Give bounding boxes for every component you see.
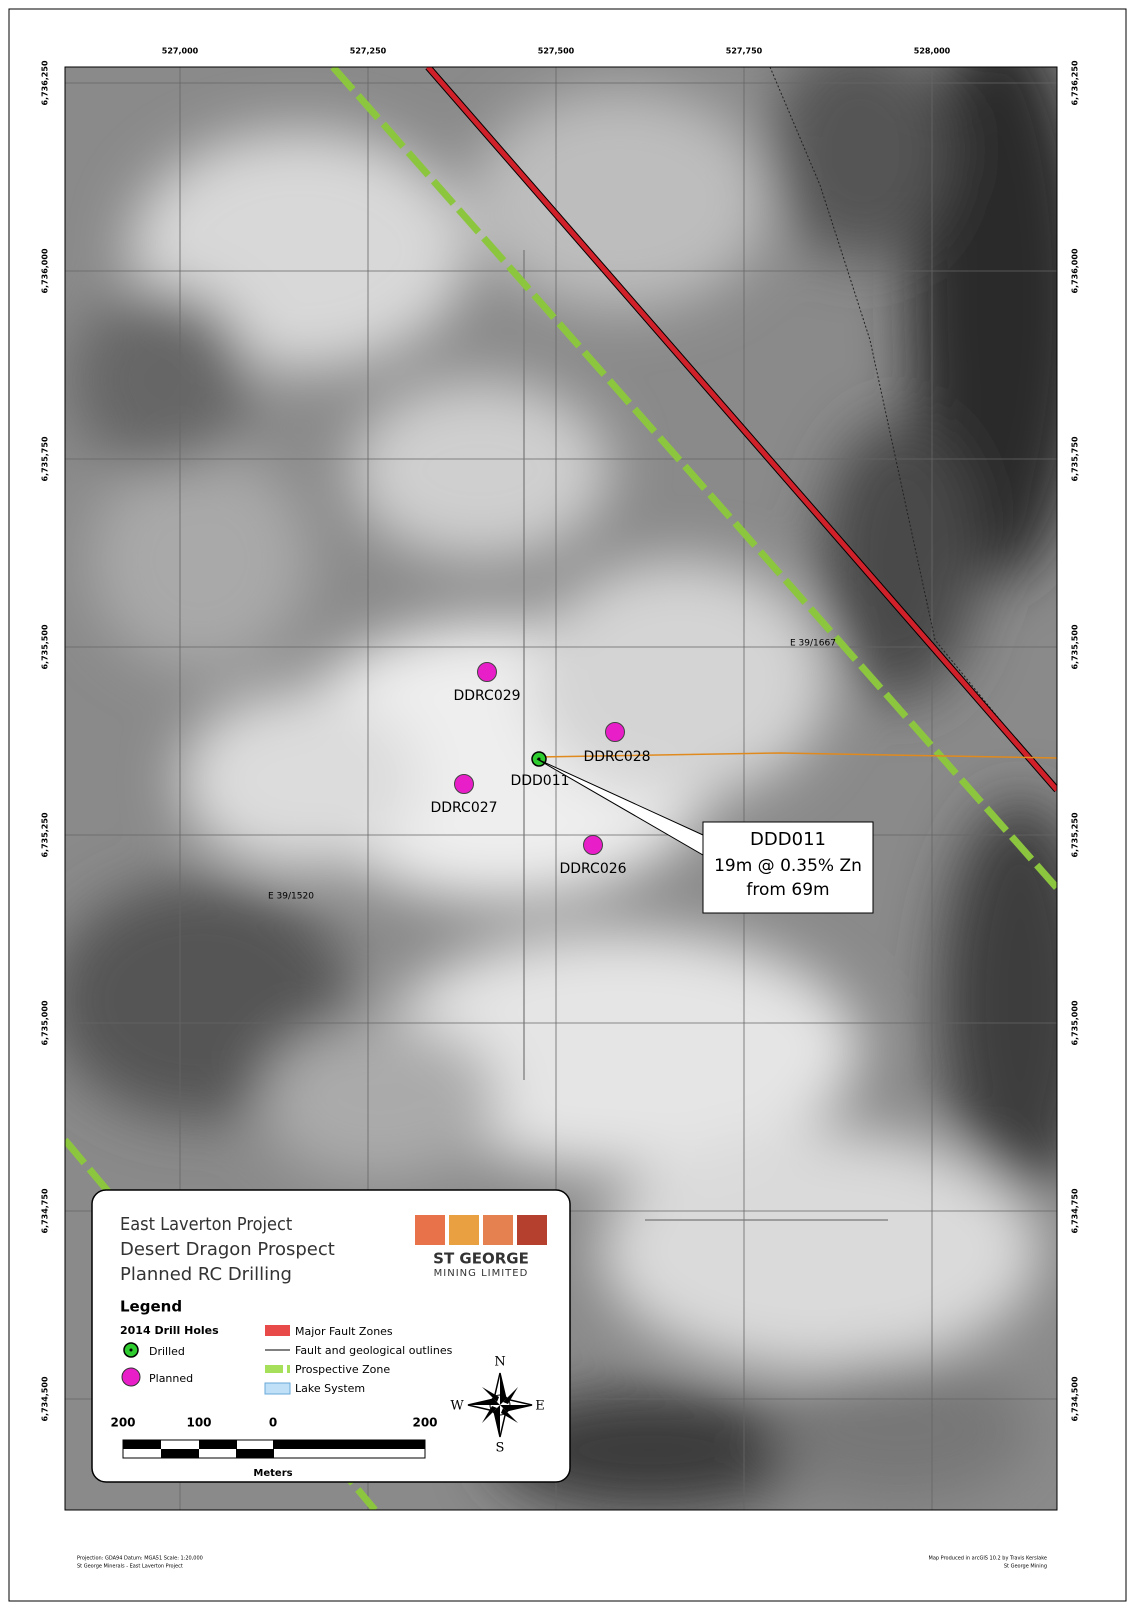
hole-label: DDRC027 xyxy=(430,800,497,816)
easting-label: 527,750 xyxy=(726,47,763,56)
scale-label: 0 xyxy=(269,1416,277,1430)
northing-label: 6,734,500 xyxy=(1071,1376,1080,1421)
legend-label: Major Fault Zones xyxy=(295,1325,393,1338)
legend-swatch xyxy=(265,1325,290,1336)
northing-label: 6,735,500 xyxy=(1071,624,1080,669)
scale-bar-segment xyxy=(123,1440,161,1449)
compass-label: N xyxy=(494,1355,505,1370)
legend-heading: Legend xyxy=(120,1298,182,1316)
hole-label: DDRC029 xyxy=(453,688,520,704)
tenement-boundary xyxy=(536,752,1057,759)
easting-label: 527,000 xyxy=(162,47,199,56)
northing-label: 6,735,250 xyxy=(41,812,50,857)
scale-unit: Meters xyxy=(253,1468,292,1479)
callout-box xyxy=(702,821,874,914)
legend-swatch xyxy=(264,1382,291,1395)
legend-subheading: 2014 Drill Holes xyxy=(120,1324,219,1337)
logo-subtext: MINING LIMITED xyxy=(434,1268,529,1279)
logo-tile xyxy=(483,1215,513,1245)
map-title: Planned RC Drilling xyxy=(120,1264,292,1285)
logo-tile xyxy=(449,1215,479,1245)
callout-line: from 69m xyxy=(746,880,829,900)
legend-label: Fault and geological outlines xyxy=(295,1344,453,1357)
planned-hole xyxy=(477,662,497,682)
northing-label: 6,734,750 xyxy=(41,1188,50,1233)
logo-tile xyxy=(415,1215,445,1245)
easting-label: 527,500 xyxy=(538,47,575,56)
northing-label: 6,735,000 xyxy=(41,1000,50,1045)
easting-label: 527,250 xyxy=(350,47,387,56)
prospective-zone xyxy=(330,67,1057,891)
northing-label: 6,736,250 xyxy=(1071,60,1080,105)
northing-label: 6,734,750 xyxy=(1071,1188,1080,1233)
legend-label: Prospective Zone xyxy=(295,1363,390,1376)
legend: East Laverton Project Desert Dragon Pros… xyxy=(91,1189,571,1483)
logo-text: ST GEORGE xyxy=(433,1250,529,1268)
scale-label: 100 xyxy=(186,1416,211,1430)
northing-label: 6,736,000 xyxy=(1071,248,1080,293)
planned-symbol xyxy=(121,1367,141,1387)
major-fault xyxy=(426,67,1057,792)
scale-label: 200 xyxy=(110,1416,135,1430)
planned-hole xyxy=(605,722,625,742)
northing-label: 6,735,750 xyxy=(1071,436,1080,481)
tenement-label: E 39/1667 xyxy=(790,639,836,649)
legend-box xyxy=(91,1189,571,1483)
legend-label: Lake System xyxy=(295,1382,365,1395)
map-title: Desert Dragon Prospect xyxy=(120,1239,335,1260)
planned-hole xyxy=(583,835,603,855)
callout-line: 19m @ 0.35% Zn xyxy=(714,856,862,876)
hole-label: DDRC026 xyxy=(559,861,626,877)
scale-bar-segment xyxy=(161,1449,199,1458)
tenement-label: E 39/1520 xyxy=(268,892,314,902)
compass-label: W xyxy=(450,1399,464,1414)
easting-label: 528,000 xyxy=(914,47,951,56)
compass-label: E xyxy=(535,1399,545,1414)
compass-label: S xyxy=(496,1441,505,1456)
logo-tile xyxy=(517,1215,547,1245)
scale-bar-segment xyxy=(236,1449,274,1458)
footer-text: Projection: GDA94 Datum: MGA51 Scale: 1:… xyxy=(77,1556,203,1562)
planned-hole xyxy=(454,774,474,794)
dotted-outline xyxy=(769,67,1057,791)
scale-label: 200 xyxy=(412,1416,437,1430)
northing-label: 6,735,500 xyxy=(41,624,50,669)
scale-bar-segment xyxy=(273,1440,425,1449)
footer-text: St George Minerals - East Laverton Proje… xyxy=(77,1564,183,1570)
hole-label: DDD011 xyxy=(510,773,569,789)
northing-label: 6,736,000 xyxy=(41,248,50,293)
hole-label: DDRC028 xyxy=(583,749,650,765)
northing-label: 6,735,000 xyxy=(1071,1000,1080,1045)
footer-text: Map Produced in arcGIS 10.2 by Travis Ke… xyxy=(929,1556,1047,1562)
map-frame xyxy=(64,66,1058,1511)
callout-title: DDD011 xyxy=(750,829,826,850)
northing-label: 6,735,250 xyxy=(1071,812,1080,857)
scale-bar-segment xyxy=(199,1440,237,1449)
northing-label: 6,734,500 xyxy=(41,1376,50,1421)
drilled-symbol-dot xyxy=(129,1348,133,1352)
map-title: East Laverton Project xyxy=(120,1214,292,1235)
legend-label: Drilled xyxy=(149,1345,185,1358)
northing-label: 6,735,750 xyxy=(41,436,50,481)
legend-label: Planned xyxy=(149,1372,193,1385)
compass: N E S W xyxy=(450,1355,544,1456)
northing-label: 6,736,250 xyxy=(41,60,50,105)
footer-text: St George Mining xyxy=(1004,1564,1047,1570)
